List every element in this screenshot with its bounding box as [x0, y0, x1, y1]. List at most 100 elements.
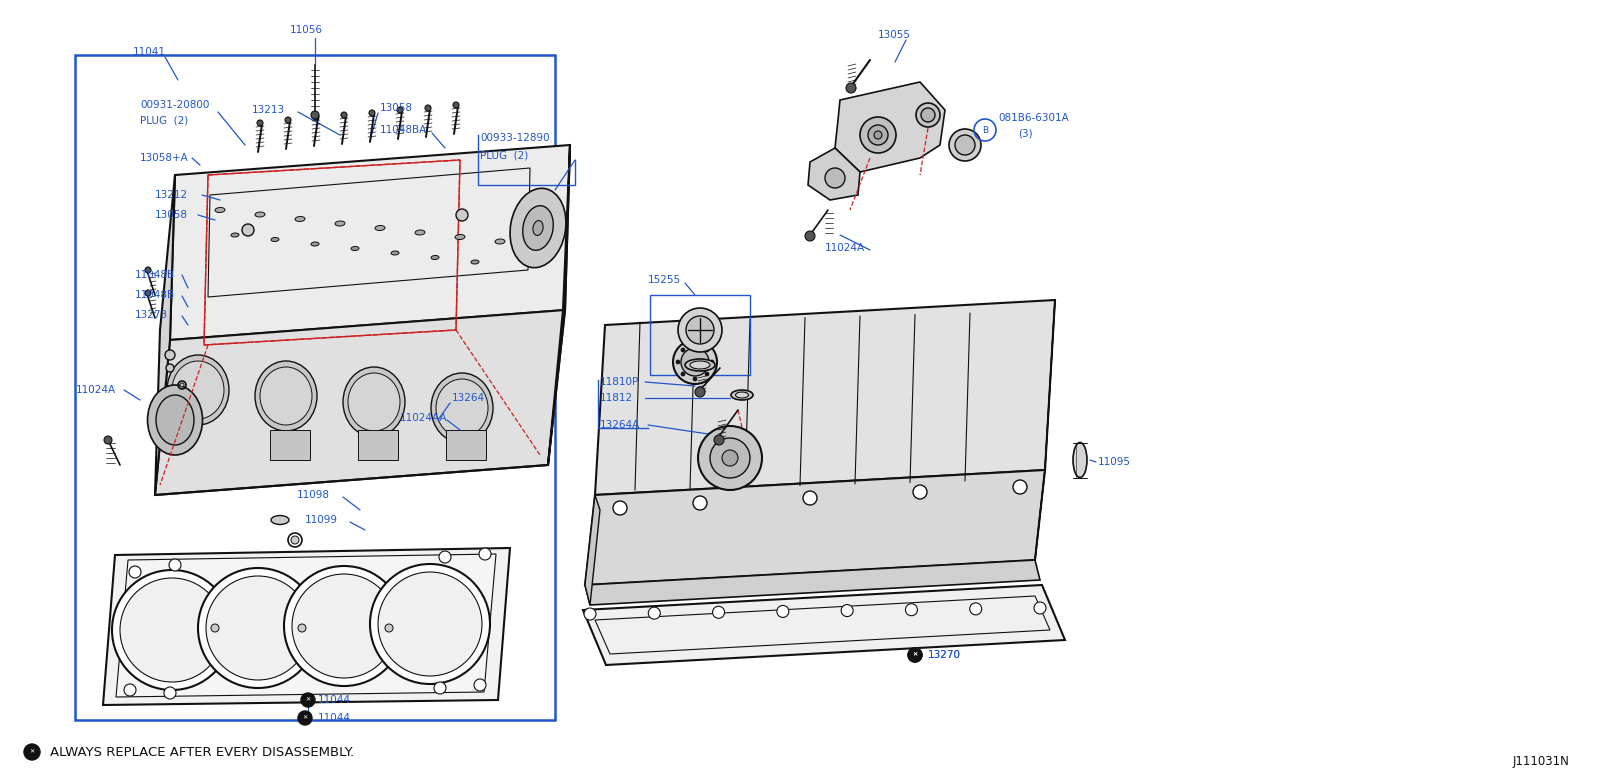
- Text: B: B: [982, 125, 989, 135]
- Circle shape: [341, 112, 347, 118]
- Bar: [75, 55, 555, 720]
- Ellipse shape: [374, 225, 386, 231]
- Text: 11041: 11041: [133, 47, 166, 57]
- Circle shape: [922, 108, 934, 122]
- Circle shape: [165, 687, 176, 699]
- Ellipse shape: [259, 367, 312, 425]
- Circle shape: [909, 648, 922, 662]
- Text: 13213: 13213: [253, 105, 285, 115]
- Circle shape: [434, 682, 446, 694]
- Circle shape: [438, 551, 451, 563]
- Circle shape: [1013, 480, 1027, 494]
- Ellipse shape: [270, 516, 290, 524]
- Circle shape: [906, 604, 917, 615]
- Circle shape: [301, 693, 315, 707]
- Circle shape: [682, 372, 685, 376]
- Bar: [358, 430, 398, 460]
- Text: ✕: ✕: [302, 715, 307, 721]
- Circle shape: [298, 624, 306, 632]
- Circle shape: [778, 605, 789, 618]
- Circle shape: [130, 566, 141, 578]
- Text: 11024A: 11024A: [77, 385, 117, 395]
- Circle shape: [686, 316, 714, 344]
- Circle shape: [706, 372, 709, 376]
- Circle shape: [310, 111, 318, 119]
- Circle shape: [298, 711, 312, 725]
- Ellipse shape: [342, 367, 405, 437]
- Circle shape: [710, 438, 750, 478]
- Circle shape: [258, 120, 262, 126]
- Ellipse shape: [147, 385, 203, 455]
- Ellipse shape: [157, 395, 194, 445]
- Ellipse shape: [470, 260, 478, 264]
- Text: 13058: 13058: [381, 103, 413, 113]
- Circle shape: [805, 231, 814, 241]
- Ellipse shape: [731, 390, 754, 400]
- Ellipse shape: [349, 373, 400, 431]
- Circle shape: [867, 125, 888, 145]
- Circle shape: [803, 491, 818, 505]
- Text: 11048B: 11048B: [134, 270, 174, 280]
- Bar: [650, 295, 750, 375]
- Ellipse shape: [270, 238, 278, 241]
- Text: 11044: 11044: [318, 713, 350, 723]
- Circle shape: [146, 290, 150, 296]
- Circle shape: [914, 485, 926, 499]
- Circle shape: [112, 570, 232, 690]
- Circle shape: [426, 105, 430, 111]
- Ellipse shape: [1074, 442, 1086, 478]
- Circle shape: [170, 559, 181, 571]
- Ellipse shape: [254, 361, 317, 431]
- Circle shape: [826, 168, 845, 188]
- Bar: [270, 430, 310, 460]
- Text: J111031N: J111031N: [1514, 756, 1570, 769]
- Text: (3): (3): [1018, 128, 1032, 138]
- Circle shape: [682, 348, 685, 352]
- Polygon shape: [586, 560, 1040, 605]
- Text: PLUG  (2): PLUG (2): [141, 115, 189, 125]
- Text: 11056: 11056: [290, 25, 323, 35]
- Polygon shape: [835, 82, 946, 172]
- Text: ✕: ✕: [912, 653, 918, 657]
- Text: 13273: 13273: [134, 310, 168, 320]
- Circle shape: [694, 387, 706, 397]
- Text: PLUG  (2): PLUG (2): [480, 150, 528, 160]
- Ellipse shape: [294, 217, 306, 221]
- Circle shape: [370, 110, 374, 116]
- Ellipse shape: [254, 212, 266, 217]
- Circle shape: [120, 578, 224, 682]
- Text: 13212: 13212: [155, 190, 189, 200]
- Circle shape: [474, 679, 486, 691]
- Circle shape: [874, 131, 882, 139]
- Circle shape: [146, 267, 150, 273]
- Circle shape: [846, 83, 856, 93]
- Circle shape: [909, 648, 922, 662]
- Circle shape: [915, 103, 941, 127]
- Polygon shape: [170, 145, 570, 340]
- Text: 00931-20800: 00931-20800: [141, 100, 210, 110]
- Circle shape: [370, 564, 490, 684]
- Circle shape: [378, 572, 482, 676]
- Circle shape: [613, 501, 627, 515]
- Ellipse shape: [334, 221, 346, 226]
- Circle shape: [842, 605, 853, 616]
- Ellipse shape: [390, 251, 398, 255]
- Polygon shape: [1035, 300, 1054, 560]
- Ellipse shape: [430, 256, 438, 259]
- Text: 11099: 11099: [306, 515, 338, 525]
- Text: 00933-12890: 00933-12890: [480, 133, 550, 143]
- Circle shape: [314, 114, 318, 120]
- Text: 13270: 13270: [928, 650, 962, 660]
- Circle shape: [125, 684, 136, 696]
- Ellipse shape: [685, 359, 715, 371]
- Text: 11044: 11044: [318, 695, 350, 705]
- Circle shape: [165, 350, 174, 360]
- Circle shape: [291, 536, 299, 544]
- Circle shape: [710, 360, 714, 364]
- Circle shape: [24, 744, 40, 760]
- Circle shape: [722, 450, 738, 466]
- Circle shape: [861, 117, 896, 153]
- Polygon shape: [595, 300, 1054, 495]
- Circle shape: [706, 348, 709, 352]
- Circle shape: [970, 603, 982, 615]
